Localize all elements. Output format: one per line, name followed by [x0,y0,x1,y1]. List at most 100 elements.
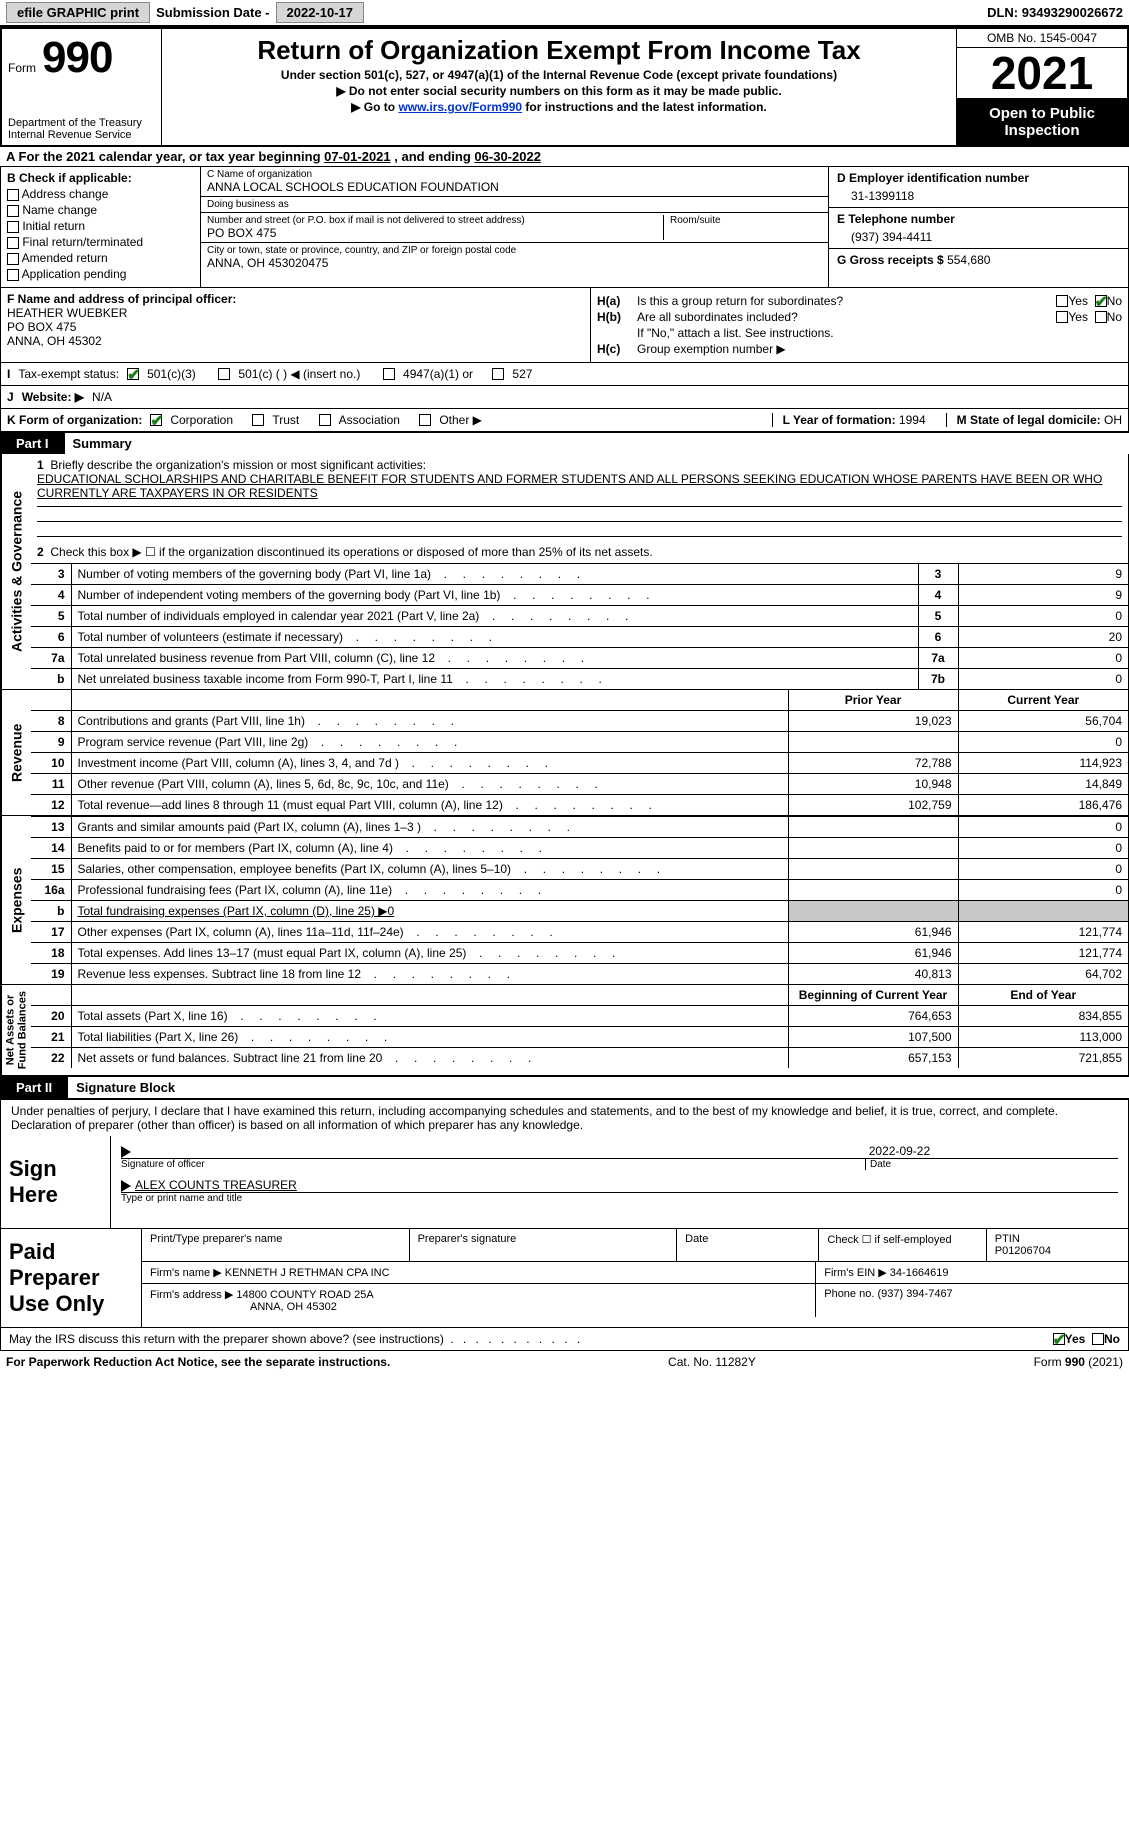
side-expenses: Expenses [1,816,31,984]
line-i: I Tax-exempt status: 501(c)(3) 501(c) ( … [0,363,1129,386]
hb-yes[interactable] [1056,311,1068,323]
check-name-change[interactable] [7,205,19,217]
part-ii-title: Signature Block [68,1077,183,1098]
preparer-name-hdr: Print/Type preparer's name [142,1229,410,1261]
check-trust[interactable] [252,414,264,426]
table-row: 3 Number of voting members of the govern… [31,564,1128,585]
f-label: F Name and address of principal officer: [7,292,584,306]
table-row: 8Contributions and grants (Part VIII, li… [31,711,1128,732]
submission-label: Submission Date - [156,5,269,20]
state-domicile: OH [1104,413,1122,427]
irs-link[interactable]: www.irs.gov/Form990 [398,100,522,114]
form-label: Form [8,61,36,75]
preparer-sig-hdr: Preparer's signature [410,1229,678,1261]
check-final-return[interactable] [7,237,19,249]
goto-prefix: ▶ Go to [351,100,398,114]
street-label: Number and street (or P.O. box if mail i… [207,215,663,226]
line-k: K Form of organization: Corporation Trus… [0,409,1129,432]
dept-treasury: Department of the Treasury Internal Reve… [8,117,155,141]
hc-text: Group exemption number ▶ [637,342,786,356]
ha-label: H(a) [597,294,637,308]
room-label: Room/suite [670,215,822,226]
table-row: 19Revenue less expenses. Subtract line 1… [31,964,1128,985]
check-other[interactable] [419,414,431,426]
signature-block: Under penalties of perjury, I declare th… [0,1098,1129,1229]
date-label: Date [865,1159,1118,1170]
mission-text: EDUCATIONAL SCHOLARSHIPS AND CHARITABLE … [37,472,1102,500]
hb-no[interactable] [1095,311,1107,323]
side-revenue: Revenue [1,690,31,815]
table-row: Beginning of Current Year End of Year [31,985,1128,1006]
form-header: Form 990 Department of the Treasury Inte… [0,27,1129,147]
table-row: 13Grants and similar amounts paid (Part … [31,817,1128,838]
firm-addr2: ANNA, OH 45302 [150,1301,337,1313]
footer-mid: Cat. No. 11282Y [668,1355,756,1369]
top-bar: efile GRAPHIC print Submission Date - 20… [0,0,1129,25]
table-row: 14Benefits paid to or for members (Part … [31,838,1128,859]
section-revenue: Revenue Prior Year Current Year 8Contrib… [0,690,1129,816]
line-j: J Website: ▶ N/A [0,386,1129,409]
check-association[interactable] [319,414,331,426]
dln-value: 93493290026672 [1022,5,1123,20]
ha-text: Is this a group return for subordinates? [637,294,1056,308]
ein-value: 31-1399118 [837,185,1120,203]
hb-note: If "No," attach a list. See instructions… [597,326,1122,340]
paid-preparer-label: Paid Preparer Use Only [1,1229,141,1327]
section-expenses: Expenses 13Grants and similar amounts pa… [0,816,1129,985]
website-value: N/A [92,390,112,404]
firm-phone-label: Phone no. [824,1288,874,1300]
table-row: 5 Total number of individuals employed i… [31,606,1128,627]
check-address-change[interactable] [7,189,19,201]
check-501c3[interactable] [127,368,139,380]
check-corporation[interactable] [150,414,162,426]
discuss-no[interactable] [1092,1333,1104,1345]
table-row: 22Net assets or fund balances. Subtract … [31,1048,1128,1069]
b-label: B Check if applicable: [7,171,194,185]
line-2-text: Check this box ▶ ☐ if the organization d… [50,545,652,559]
check-501c[interactable] [218,368,230,380]
g-gross-label: G Gross receipts $ [837,253,944,267]
ag-table: 3 Number of voting members of the govern… [31,563,1128,689]
check-4947[interactable] [383,368,395,380]
officer-addr2: ANNA, OH 45302 [7,334,584,348]
section-activities-governance: Activities & Governance 1 Briefly descri… [0,454,1129,690]
table-row: bTotal fundraising expenses (Part IX, co… [31,901,1128,922]
city-label: City or town, state or province, country… [207,245,822,256]
calendar-year-line: A For the 2021 calendar year, or tax yea… [0,147,1129,167]
goto-suffix: for instructions and the latest informat… [522,100,767,114]
part-i-title: Summary [65,433,140,454]
table-row: 7a Total unrelated business revenue from… [31,648,1128,669]
org-info-block: B Check if applicable: Address change Na… [0,167,1129,288]
paid-preparer-block: Paid Preparer Use Only Print/Type prepar… [0,1229,1129,1328]
firm-addr-label: Firm's address ▶ [150,1289,233,1301]
form-number: 990 [42,33,112,83]
side-net-assets: Net Assets or Fund Balances [1,985,31,1075]
check-amended-return[interactable] [7,253,19,265]
dln-label: DLN: [987,5,1018,20]
efile-print-button[interactable]: efile GRAPHIC print [6,2,150,23]
ha-no[interactable] [1095,295,1107,307]
officer-name: HEATHER WUEBKER [7,306,584,320]
table-row: Prior Year Current Year [31,690,1128,711]
form-subtitle-2: ▶ Do not enter social security numbers o… [172,84,946,98]
check-initial-return[interactable] [7,221,19,233]
officer-addr1: PO BOX 475 [7,320,584,334]
check-application-pending[interactable] [7,269,19,281]
firm-name: KENNETH J RETHMAN CPA INC [225,1267,390,1279]
arrow-icon [121,1180,131,1192]
side-activities-governance: Activities & Governance [1,454,31,689]
omb-number: OMB No. 1545-0047 [957,29,1127,48]
firm-ein-label: Firm's EIN ▶ [824,1267,887,1279]
table-row: 17Other expenses (Part IX, column (A), l… [31,922,1128,943]
table-row: b Net unrelated business taxable income … [31,669,1128,690]
discuss-yes[interactable] [1053,1333,1065,1345]
check-527[interactable] [492,368,504,380]
hb-text: Are all subordinates included? [637,310,1056,324]
firm-name-label: Firm's name ▶ [150,1267,222,1279]
ha-yes[interactable] [1056,295,1068,307]
e-phone-label: E Telephone number [837,212,1120,226]
table-row: 10Investment income (Part VIII, column (… [31,753,1128,774]
part-i-header: Part I [0,433,65,454]
org-name: ANNA LOCAL SCHOOLS EDUCATION FOUNDATION [207,180,822,194]
table-row: 9Program service revenue (Part VIII, lin… [31,732,1128,753]
